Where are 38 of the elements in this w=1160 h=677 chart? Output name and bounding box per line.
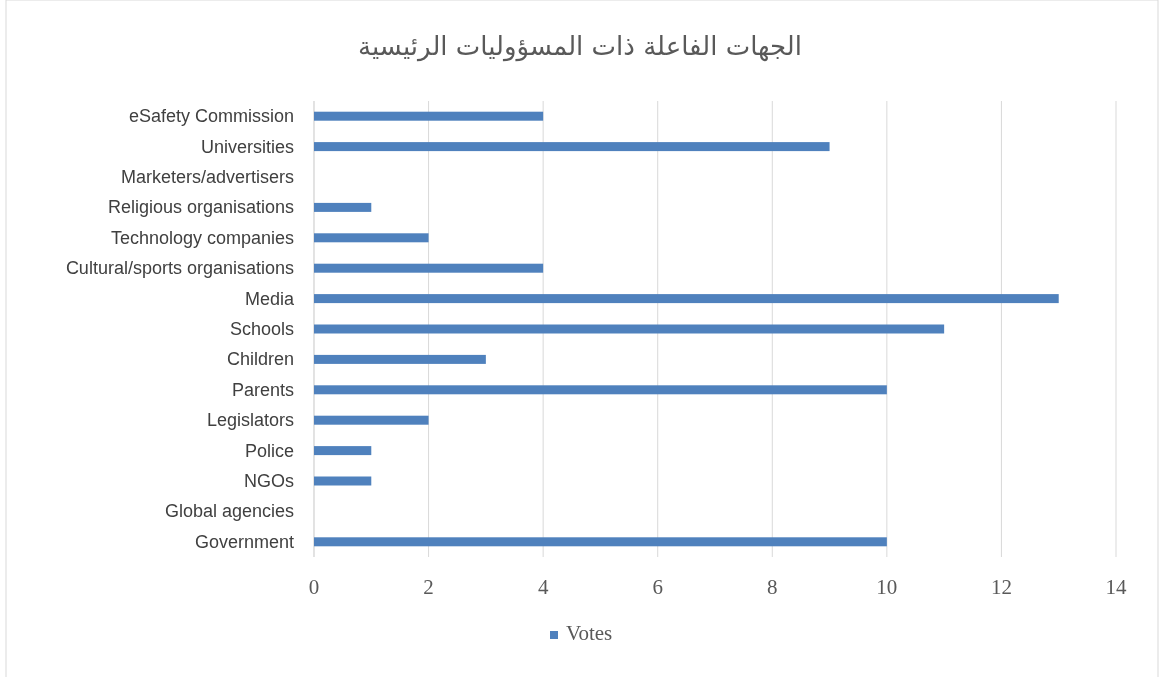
chart-title: الجهات الفاعلة ذات المسؤوليات الرئيسية — [357, 31, 803, 62]
bar — [314, 385, 887, 395]
x-tick-label: 10 — [876, 575, 898, 599]
x-tick-label: 4 — [537, 575, 549, 599]
y-tick-label: Global agencies — [164, 501, 294, 522]
x-tick-label: 14 — [1105, 575, 1127, 599]
bar — [314, 294, 1059, 304]
bar — [314, 111, 544, 121]
bar — [314, 446, 372, 456]
y-tick-label: Religious organisations — [107, 197, 294, 218]
y-tick-label: Technology companies — [110, 227, 294, 248]
bar — [314, 324, 945, 334]
y-tick-label: Government — [194, 531, 294, 552]
y-tick-label: Media — [244, 288, 295, 309]
bar — [314, 415, 429, 425]
bar — [314, 142, 830, 152]
bar — [314, 263, 544, 273]
y-tick-label: Schools — [229, 319, 294, 339]
y-tick-label: Legislators — [206, 410, 294, 431]
y-tick-label: Children — [226, 349, 294, 370]
bar — [314, 537, 887, 547]
x-tick-label: 6 — [652, 575, 663, 599]
y-tick-label: NGOs — [243, 471, 294, 491]
x-tick-label: 8 — [767, 575, 778, 599]
bar — [314, 354, 486, 364]
legend-label: Votes — [566, 621, 613, 645]
y-tick-label: Marketers/advertisers — [120, 167, 294, 187]
y-tick-label: Police — [244, 440, 294, 461]
bar — [314, 202, 372, 212]
bar — [314, 233, 429, 243]
y-tick-label: Universities — [200, 136, 294, 157]
y-tick-label: Parents — [231, 379, 294, 400]
y-tick-label: Cultural/sports organisations — [65, 258, 294, 279]
x-tick-label: 2 — [423, 575, 434, 599]
x-tick-label: 0 — [308, 575, 320, 599]
bar — [314, 476, 372, 486]
y-tick-label: eSafety Commission — [128, 106, 294, 127]
x-tick-label: 12 — [990, 575, 1012, 599]
